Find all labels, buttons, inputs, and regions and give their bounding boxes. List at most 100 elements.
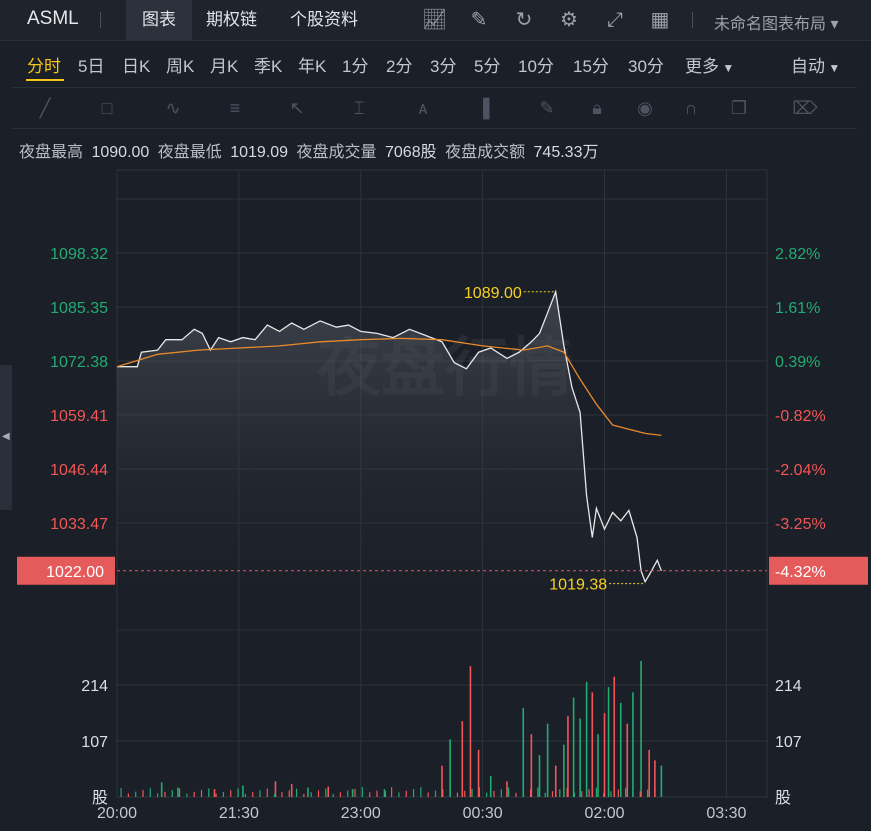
volume-bar [259, 790, 261, 797]
tab-options-chain[interactable]: 期权链 [206, 10, 257, 29]
wave-tool-icon[interactable]: ∿ [165, 98, 181, 118]
volume-bar [515, 792, 517, 797]
volume-bar [607, 687, 610, 797]
tf-month[interactable]: 月K [210, 57, 239, 76]
more-label: 更多 [685, 57, 719, 76]
auto-select[interactable]: 自动 ▼ [791, 52, 840, 77]
tf-1min[interactable]: 1分 [342, 57, 369, 76]
tf-2min[interactable]: 2分 [386, 57, 413, 76]
rectangle-tool-icon[interactable]: □ [101, 98, 113, 118]
volume-profile-icon[interactable]: ▐ [476, 98, 490, 118]
tf-more[interactable]: 更多 ▼ [685, 52, 734, 77]
side-panel-handle[interactable]: ◀ [0, 365, 12, 510]
layout-label: 未命名图表布局 [714, 16, 827, 33]
tf-5d[interactable]: 5日 [78, 57, 105, 76]
eye-icon[interactable]: ◉ [637, 98, 653, 118]
volume-bar [603, 792, 605, 797]
volume-bar [522, 791, 524, 797]
fib-tool-icon[interactable]: ≡ [229, 98, 241, 118]
volume-bar [149, 788, 151, 797]
volume-bar [142, 789, 144, 797]
volume-bar [242, 785, 244, 797]
trash-icon[interactable]: ⌦ [792, 98, 818, 118]
volume-bar [420, 787, 422, 797]
layout-select[interactable]: 未命名图表布局 ▾ [714, 10, 839, 34]
copy-icon[interactable]: ❐ [730, 98, 748, 118]
tab-stock-profile[interactable]: 个股资料 [290, 10, 358, 29]
volume-bar [127, 793, 129, 797]
volume-bar [489, 776, 492, 797]
top-bar: ASML 图表 期权链 个股资料 📈︎ ✎ ↻ ⚙ ⤢ ▦ 未命名图表布局 ▾ [0, 0, 871, 41]
volume-bar [632, 692, 634, 797]
tf-10min[interactable]: 10分 [518, 57, 554, 76]
volume-bar [585, 681, 588, 797]
volume-bar [632, 793, 634, 797]
volume-bar [654, 787, 656, 797]
tf-day[interactable]: 日K [122, 57, 151, 76]
measure-tool-icon[interactable]: ⌶ [353, 98, 365, 118]
volume-layer [120, 660, 663, 797]
time-axis-label: 02:00 [584, 805, 624, 822]
volume-bar [538, 755, 541, 797]
average-price-line [116, 337, 662, 437]
volume-bar [646, 789, 649, 797]
volume-bar [177, 787, 179, 797]
volume-bar [477, 749, 480, 797]
volume-axis-label: 107 [81, 734, 108, 751]
volume-bar [530, 734, 533, 797]
trendline-tool-icon[interactable]: ╱ [39, 98, 51, 118]
magnet-icon[interactable]: ∩ [684, 98, 698, 118]
tf-quarter[interactable]: 季K [254, 57, 283, 76]
volume-bar [412, 788, 415, 797]
volume-bar [288, 790, 290, 797]
grid-layout-icon[interactable]: ▦ [650, 9, 670, 31]
tf-fenshi[interactable]: 分时 [27, 57, 61, 76]
arrow-tool-icon[interactable]: ↖ [289, 98, 305, 118]
volume-bar [230, 790, 232, 797]
volume-bar [566, 787, 568, 797]
volume-bar [648, 749, 650, 797]
lock-icon[interactable]: 🔒︎ [592, 98, 602, 118]
volume-unit-label: 股 [775, 788, 791, 807]
active-tab-underline [26, 79, 64, 81]
high-annotation: 1089.00 [464, 285, 522, 302]
text-tool-icon[interactable]: ᴀ [418, 98, 428, 118]
tab-chart[interactable]: 图表 [126, 0, 192, 40]
volume-bar [449, 787, 451, 797]
volume-bar [376, 790, 378, 797]
refresh-icon[interactable]: ↻ [515, 9, 533, 31]
current-pct-tag [769, 556, 868, 585]
volume-bar [456, 792, 459, 797]
price-axis-label: 1046.44 [50, 462, 108, 479]
tf-15min[interactable]: 15分 [573, 57, 609, 76]
volume-axis-label: 107 [775, 734, 802, 751]
volume-bar [654, 760, 656, 797]
auto-label: 自动 [791, 57, 825, 76]
volume-bar [572, 697, 575, 797]
stat-high-value: 1090.00 [91, 144, 150, 161]
draw-icon[interactable]: ✎ [470, 9, 488, 31]
night-session-stats: 夜盘最高 1090.00 夜盘最低 1019.09 夜盘成交量 7068股 夜盘… [19, 138, 602, 162]
tf-5min[interactable]: 5分 [474, 57, 501, 76]
tf-30min[interactable]: 30分 [628, 57, 664, 76]
volume-bar [347, 790, 349, 797]
tf-year[interactable]: 年K [298, 57, 327, 76]
fullscreen-icon[interactable]: ⤢ [607, 9, 623, 31]
volume-bar [537, 787, 539, 797]
settings-icon[interactable]: ⚙ [560, 9, 578, 31]
stat-amount-label: 夜盘成交额 [445, 144, 526, 161]
pen-tool-icon[interactable]: ✎ [539, 98, 555, 118]
volume-bar [639, 791, 641, 797]
tf-week[interactable]: 周K [166, 57, 195, 76]
pct-axis-label: -0.82% [775, 408, 826, 425]
volume-bar [398, 792, 400, 797]
volume-bar [171, 790, 173, 797]
volume-bar [351, 789, 354, 797]
time-axis-label: 21:30 [219, 805, 259, 822]
volume-bar [369, 792, 371, 797]
tf-3min[interactable]: 3分 [430, 57, 457, 76]
volume-bar [626, 723, 629, 797]
indicator-icon[interactable]: 📈︎ [422, 9, 448, 31]
price-axis-label: 1085.35 [50, 300, 108, 317]
